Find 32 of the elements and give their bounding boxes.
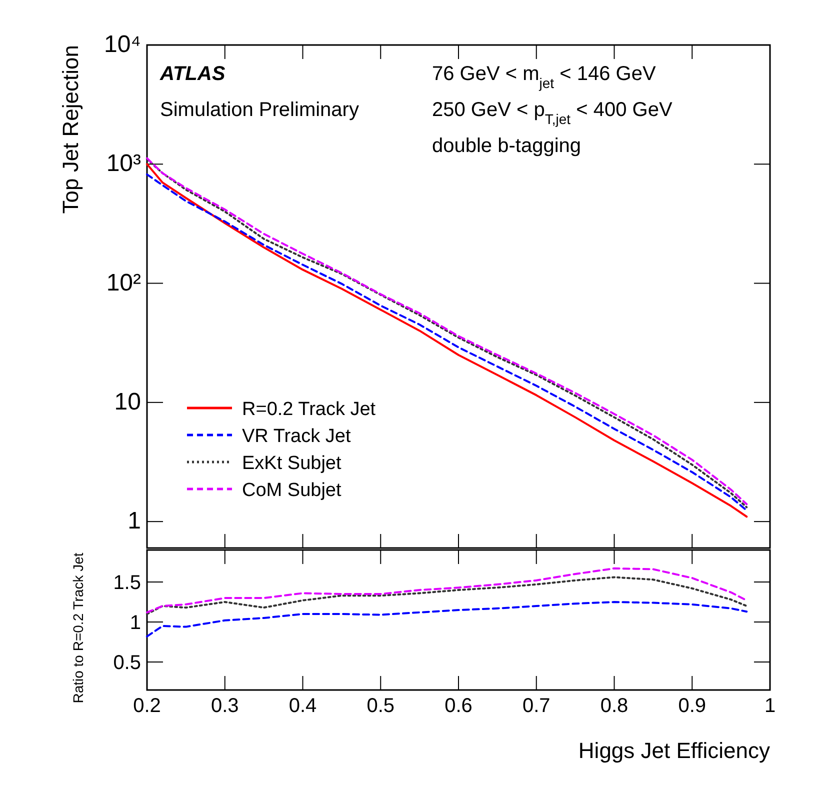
line-series bbox=[146, 567, 748, 614]
y-tick-label: 1 bbox=[130, 612, 141, 634]
legend-label: CoM Subjet bbox=[242, 480, 342, 501]
line-series bbox=[146, 576, 748, 615]
annotation: 250 GeV < p$_{T,jet}$ < 400 GeV bbox=[432, 99, 673, 127]
y-tick-label: 10⁴ bbox=[104, 31, 141, 58]
y-tick-label: 1.5 bbox=[113, 572, 141, 594]
y-tick-label: 10³ bbox=[106, 150, 142, 178]
x-axis-title: Higgs Jet Efficiency bbox=[578, 738, 770, 763]
annotation: Simulation Preliminary bbox=[160, 99, 359, 121]
y-tick-label: 10 bbox=[114, 388, 141, 416]
x-tick-label: 0.7 bbox=[522, 695, 550, 717]
annotation: double b-tagging bbox=[432, 135, 582, 157]
annotation: 76 GeV < m$_{jet}$ < 146 GeV bbox=[432, 63, 656, 91]
y-tick-label: 1 bbox=[128, 508, 141, 535]
legend-label: VR Track Jet bbox=[242, 426, 352, 447]
y-tick-label: 10² bbox=[106, 269, 142, 296]
x-tick-label: 1 bbox=[764, 695, 776, 717]
legend-label: R=0.2 Track Jet bbox=[242, 399, 376, 420]
x-tick-label: 0.8 bbox=[600, 695, 628, 717]
x-tick-label: 0.9 bbox=[678, 695, 706, 717]
legend-label: ExKt Subjet bbox=[242, 453, 342, 474]
x-tick-label: 0.3 bbox=[210, 695, 239, 717]
x-tick-label: 0.6 bbox=[444, 695, 472, 717]
line-series bbox=[146, 601, 748, 638]
y-axis-title: Top Jet Rejection bbox=[58, 45, 83, 214]
y-tick-label: 0.5 bbox=[113, 652, 141, 674]
x-tick-label: 0.2 bbox=[133, 695, 161, 717]
x-tick-label: 0.5 bbox=[366, 695, 395, 717]
annotation: ATLAS bbox=[159, 63, 226, 85]
y-axis-title: Ratio to R=0.2 Track Jet bbox=[70, 552, 86, 704]
x-tick-label: 0.4 bbox=[288, 695, 317, 717]
